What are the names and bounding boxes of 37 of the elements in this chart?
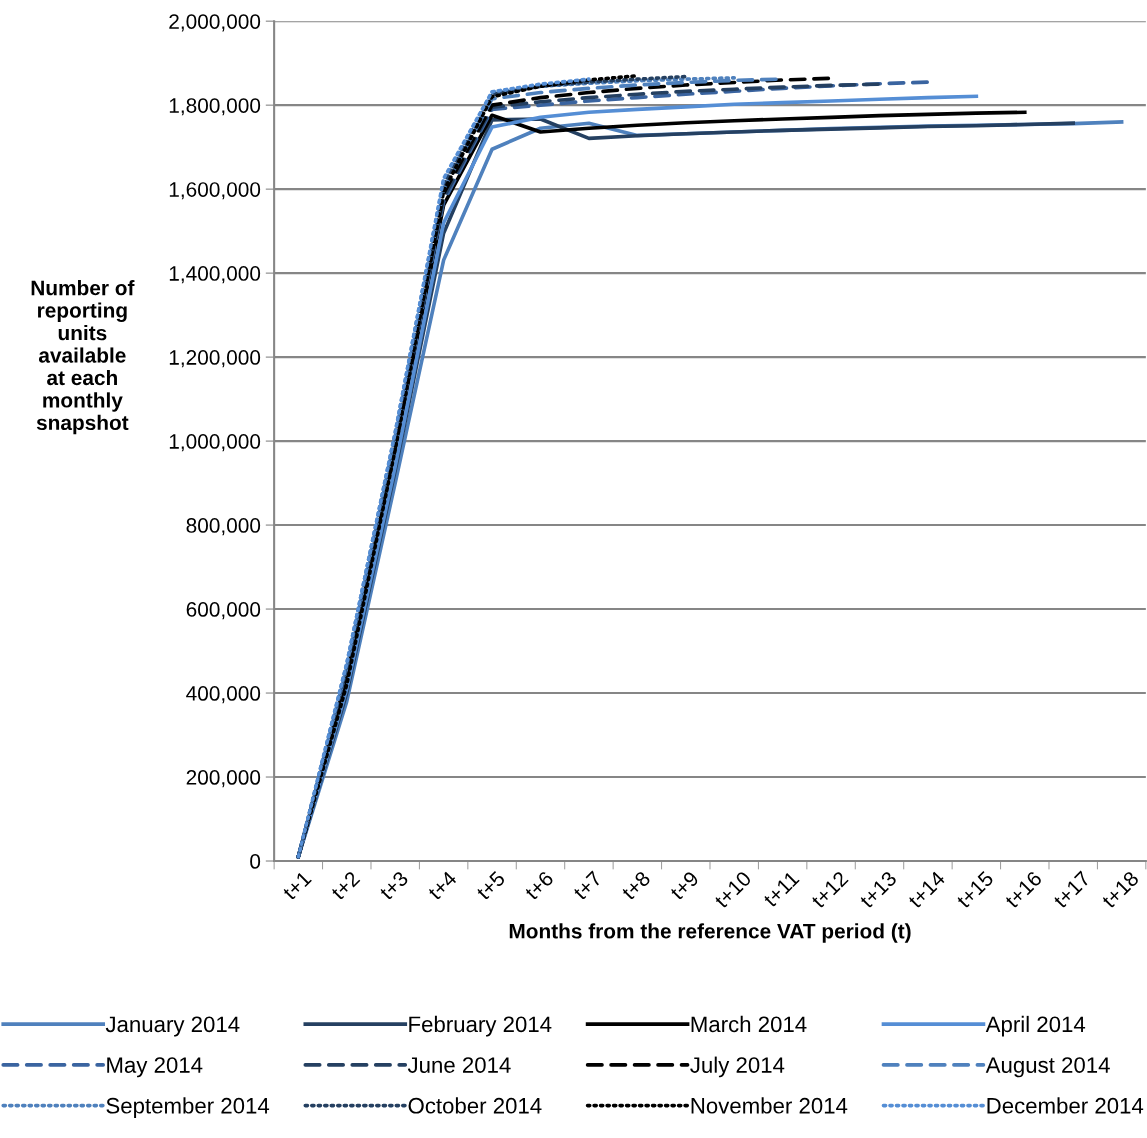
x-tick-label: t+5 (475, 870, 506, 901)
x-tick-label: t+1 (281, 870, 312, 901)
y-tick-label: 400,000 (186, 686, 261, 704)
y-tick-label: 1,800,000 (169, 98, 261, 116)
x-tick-label: t+11 (762, 870, 800, 908)
y-tick-label: 1,000,000 (169, 434, 261, 452)
y-axis-title: Number of reporting units available at each monthly snapshot (31, 280, 135, 435)
x-tick-label: t+13 (858, 870, 898, 910)
legend-label: January 2014 (105, 1016, 240, 1037)
y-tick-label: 1,400,000 (169, 266, 261, 284)
x-tick-label: t+4 (427, 870, 458, 901)
x-tick-label: t+3 (378, 870, 409, 901)
legend-label: June 2014 (407, 1057, 511, 1073)
y-tick-label: 800,000 (186, 518, 261, 536)
y-tick-label: 600,000 (186, 602, 261, 620)
legend-label: March 2014 (691, 1015, 807, 1033)
legend-label: September 2014 (106, 1097, 270, 1118)
x-tick-label: t+18 (1100, 870, 1140, 910)
legend-label: November 2014 (691, 1097, 848, 1114)
legend-label: October 2014 (408, 1097, 542, 1114)
y-tick-label: 1,200,000 (169, 350, 261, 368)
y-tick-label: 2,000,000 (169, 14, 261, 32)
x-tick-label: t+8 (620, 870, 652, 901)
y-tick-label: 200,000 (186, 770, 261, 788)
x-tick-label: t+2 (330, 870, 361, 901)
x-tick-label: t+9 (669, 870, 700, 901)
legend-label: February 2014 (409, 1015, 552, 1037)
legend-label: April 2014 (985, 1015, 1086, 1037)
x-tick-label: t+6 (523, 870, 555, 901)
y-tick-label: 0 (250, 854, 261, 869)
legend-label: December 2014 (987, 1097, 1144, 1114)
legend-label: July 2014 (690, 1056, 785, 1078)
y-tick-label: 1,600,000 (169, 182, 261, 200)
legend-label: May 2014 (107, 1057, 203, 1078)
legend-label: August 2014 (985, 1057, 1110, 1078)
x-axis-title: Months from the reference VAT period (t) (509, 923, 911, 943)
x-tick-label: t+7 (572, 870, 603, 901)
